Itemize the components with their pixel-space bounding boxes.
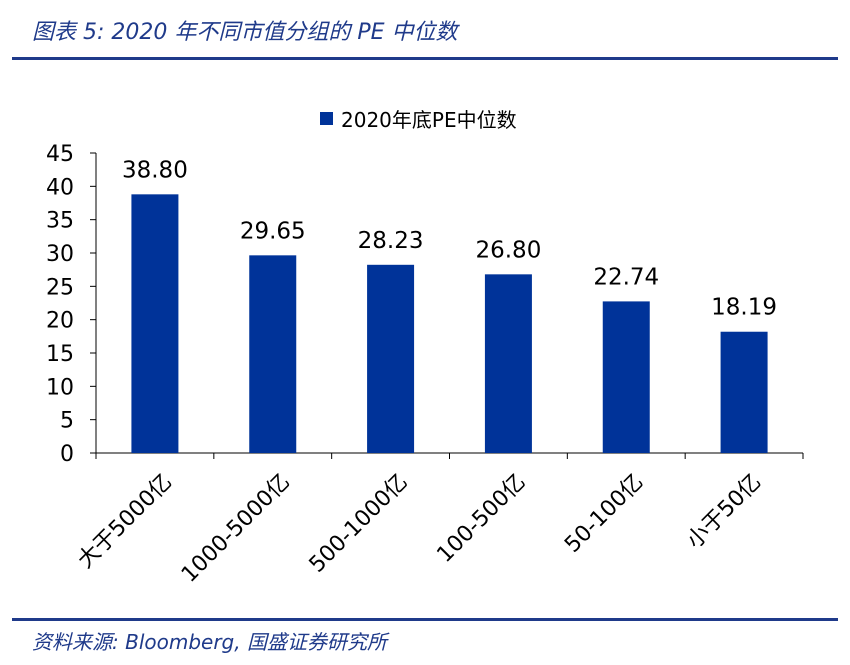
y-tick-label: 40	[46, 175, 74, 200]
source-note: 资料来源: Bloomberg, 国盛证券研究所	[32, 630, 387, 654]
title-divider	[12, 57, 838, 60]
legend-swatch	[320, 112, 333, 125]
category-label: 100-500亿	[432, 470, 530, 568]
bar	[367, 264, 415, 453]
category-label: 小于50亿	[682, 470, 766, 554]
y-tick-label: 5	[60, 409, 74, 434]
bar-chart: 0 5 10 15 20 25 30 35 40 45 38.80 大于5000亿 29.65 1000-…	[46, 142, 804, 588]
bar-value-label: 29.65	[240, 218, 306, 244]
y-tick-label: 0	[60, 442, 74, 467]
bar-value-label: 38.80	[122, 157, 188, 183]
bar	[602, 301, 650, 453]
bar	[484, 274, 532, 453]
bar-value-label: 18.19	[711, 295, 777, 321]
category-label: 大于5000亿	[73, 470, 177, 574]
y-tick-label: 45	[46, 142, 74, 167]
bar-value-label: 28.23	[358, 228, 424, 254]
category-label: 1000-5000亿	[177, 470, 295, 588]
category-label: 50-100亿	[560, 470, 648, 558]
bar-value-label: 22.74	[593, 264, 659, 290]
footer-divider	[12, 618, 838, 621]
legend-label: 2020年底PE中位数	[341, 108, 517, 132]
y-tick-label: 20	[46, 309, 74, 334]
bar	[249, 255, 297, 453]
figure-title: 图表 5: 2020 年不同市值分组的 PE 中位数	[32, 20, 458, 45]
chart-legend: 2020年底PE中位数	[320, 104, 517, 133]
bar-value-label: 26.80	[475, 237, 541, 263]
y-tick-label: 30	[46, 242, 74, 267]
y-tick-label: 10	[46, 375, 74, 400]
bar	[720, 331, 768, 453]
y-tick-label: 25	[46, 275, 74, 300]
category-label: 500-1000亿	[305, 470, 413, 578]
y-tick-label: 35	[46, 209, 74, 234]
bar	[131, 194, 179, 454]
y-tick-label: 15	[46, 342, 74, 367]
